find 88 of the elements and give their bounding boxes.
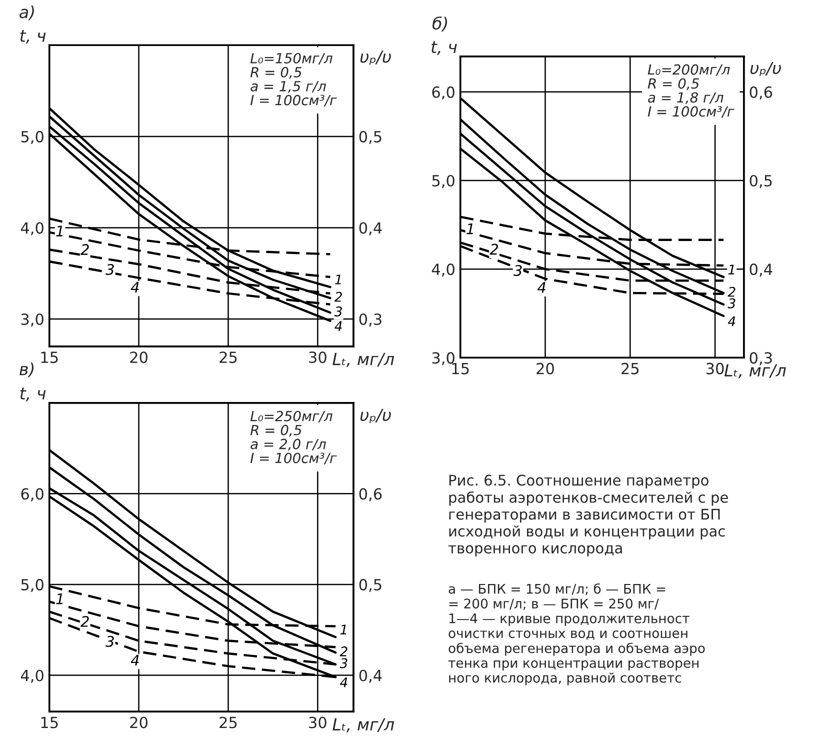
annotation: a = 1,8 г/л: [648, 92, 724, 104]
annotation: a = 2,0 г/л: [250, 438, 326, 451]
x-tick-label: 25: [220, 716, 237, 728]
series-label: 2: [80, 244, 89, 255]
y2-tick-label: 0,3: [750, 352, 772, 366]
x-axis-title: Lₜ, мг/л: [724, 364, 786, 378]
y-tick-label: 3,0: [21, 313, 44, 327]
y2-tick-label: 0,5: [359, 130, 382, 144]
series-label: 1: [56, 226, 62, 236]
series-label: 1: [335, 274, 341, 284]
series-label: 4: [130, 282, 139, 293]
series-label: 3: [513, 265, 522, 276]
text: очистки сточных вод и соотношен: [448, 630, 688, 640]
y2-tick-label: 0,6: [750, 86, 772, 100]
y2-tick-label: 0,4: [750, 264, 772, 277]
y-tick-label: 5,0: [21, 578, 44, 592]
y-tick-label: 6,0: [21, 488, 44, 502]
x-tick-label: 30: [309, 716, 326, 728]
series-label: 1: [466, 223, 473, 234]
series-label: 4: [130, 654, 139, 666]
y-axis-title: t, ч: [20, 388, 46, 402]
x-tick-label: 25: [622, 362, 639, 374]
y-tick-label: 5,0: [21, 130, 44, 144]
annotation: R = 0,5: [648, 78, 699, 90]
y-tick-label: 4,0: [20, 222, 44, 236]
x-tick-label: 30: [706, 362, 724, 374]
x-tick-label: 30: [309, 352, 326, 364]
series-label: 2: [728, 286, 736, 297]
series-label: 3: [106, 636, 114, 647]
series-label: 1: [56, 594, 62, 604]
chart-title: б): [432, 16, 448, 32]
y-tick-label: 3,0: [432, 352, 454, 366]
series-label: 1: [340, 624, 346, 634]
y-axis-title: t, ч: [20, 30, 46, 44]
y2-tick-label: 0,6: [359, 488, 382, 502]
annotation: R = 0,5: [250, 66, 302, 79]
series-label: 4: [340, 677, 348, 688]
series-label: 4: [537, 282, 546, 293]
series-label: 2: [490, 244, 498, 255]
annotation: R = 0,5: [250, 424, 302, 437]
y2-tick-label: 0,5: [359, 578, 382, 592]
y2-tick-label: 0,5: [750, 174, 772, 188]
series-label: 3: [340, 658, 348, 668]
y2-axis-title: υₚ/υ: [360, 50, 391, 65]
y-axis-title: t, ч: [432, 41, 457, 55]
y2-axis-title: υₚ/υ: [360, 408, 391, 424]
annotation: a = 1,5 г/л: [250, 81, 326, 93]
text: 1—4 — кривые продолжительност: [449, 614, 690, 626]
annotation: L₀=250мг/л: [250, 410, 332, 422]
chart-title: в): [20, 362, 34, 378]
x-tick-label: 15: [41, 352, 58, 364]
y-tick-label: 5,0: [432, 174, 454, 188]
series-label: 2: [340, 646, 348, 656]
series-label: 3: [728, 298, 736, 308]
text: ного кислорода, равной соответс: [449, 672, 682, 686]
text: а — БПК = 150 мг/л; б — БПК =: [448, 583, 666, 596]
y-tick-label: 4,0: [432, 264, 454, 277]
annotation: I = 100см³/г: [250, 452, 337, 464]
y2-tick-label: 0,3: [359, 313, 382, 327]
text: = 200 мг/л; в — БПК = 250 мг/: [449, 598, 659, 610]
annotation: I = 100см³/г: [648, 106, 734, 118]
x-axis-title: Lₜ, мг/л: [332, 352, 394, 368]
series-label: 4: [334, 321, 342, 331]
x-tick-label: 20: [536, 362, 554, 374]
x-tick-label: 20: [130, 352, 148, 364]
x-tick-label: 20: [130, 716, 148, 728]
annotation: I = 100см³/г: [250, 94, 337, 106]
y-tick-label: 4,0: [20, 670, 44, 683]
x-axis-title: Lₜ, мг/л: [332, 718, 394, 732]
text: тенка при концентрации растворен: [448, 660, 698, 670]
y2-axis-title: υₚ/υ: [750, 62, 781, 76]
chart-title: а): [20, 5, 34, 20]
text: объема регенератора и объема аэро: [448, 642, 705, 656]
y-tick-label: 6,0: [432, 86, 454, 100]
series-label: 2: [334, 292, 342, 302]
annotation: L₀=150мг/л: [250, 52, 332, 65]
series-label: 2: [80, 616, 89, 627]
series-label: 4: [728, 316, 736, 326]
x-tick-label: 15: [452, 363, 469, 374]
text: Рис. 6.5. Соотношение параметро работы аэротенков-смесителей с ре генераторами в зависимости от БП исходной воды и концентрации рас творенного кислорода: [448, 474, 728, 556]
x-tick-label: 25: [220, 352, 237, 364]
x-tick-label: 15: [41, 716, 58, 728]
series-label: 1: [728, 264, 734, 274]
y2-tick-label: 0,4: [359, 670, 382, 683]
series-label: 3: [334, 306, 342, 316]
series-label: 3: [106, 264, 114, 276]
y2-tick-label: 0,4: [359, 222, 382, 236]
annotation: L₀=200мг/л: [648, 64, 730, 76]
